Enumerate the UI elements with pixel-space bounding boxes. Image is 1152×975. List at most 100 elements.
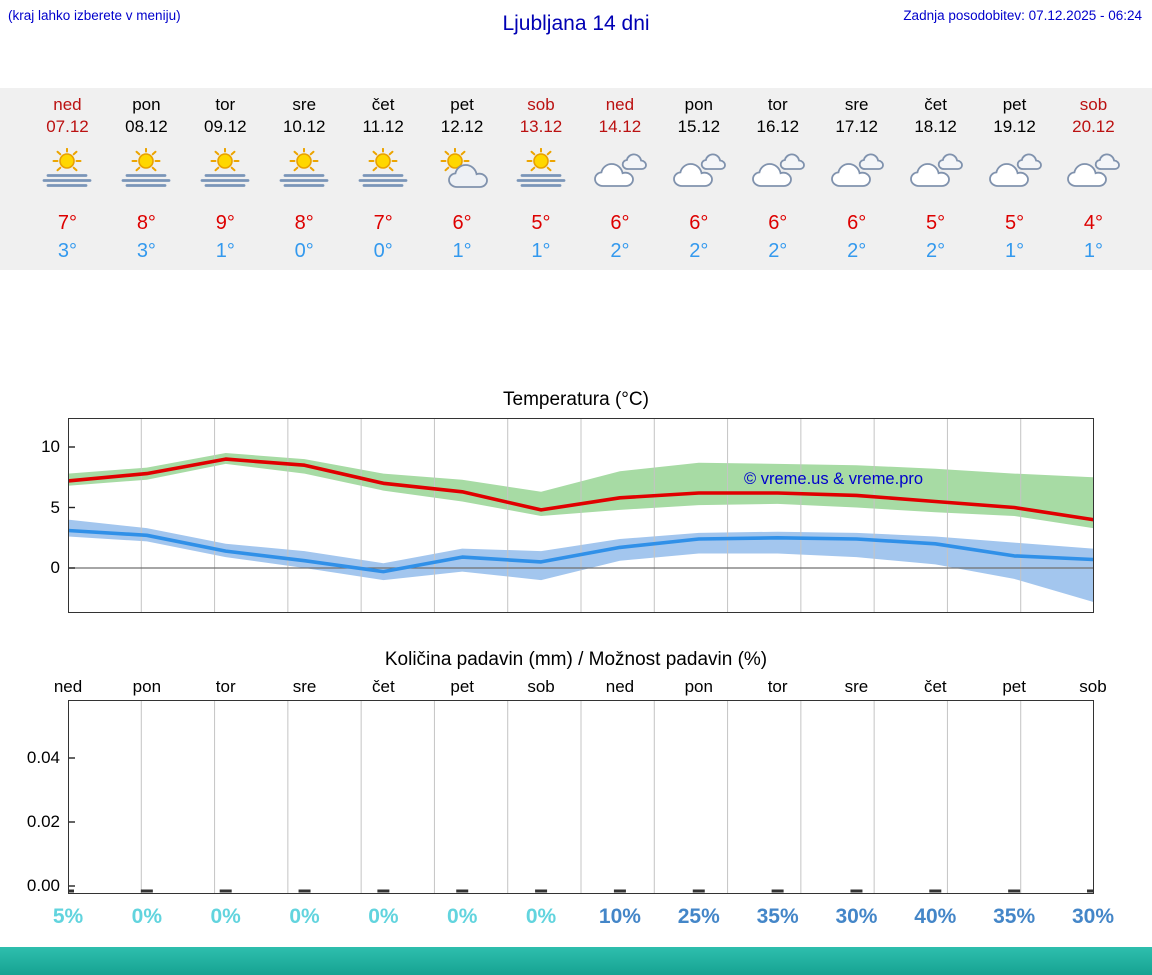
precip-day-label: čet	[372, 677, 395, 696]
forecast-strip: ned 07.12 7° 3° pon 08.12 8° 3° tor 09.12 9° 1° sre 1…	[0, 88, 1152, 270]
min-temp-line	[68, 528, 1094, 574]
day-column: sre 10.12 8° 0°	[265, 94, 344, 270]
precip-bar	[140, 889, 153, 893]
day-high-temp: 5°	[926, 212, 946, 234]
day-name: ned	[53, 95, 82, 114]
precip-bar	[377, 889, 390, 893]
day-high-temp: 6°	[768, 212, 788, 234]
day-high-temp: 8°	[294, 212, 314, 234]
precip-probability: 10%	[598, 905, 641, 928]
day-low-temp: 1°	[452, 240, 472, 262]
precip-bar	[535, 889, 548, 893]
day-name: tor	[215, 95, 236, 114]
precip-bar	[1087, 889, 1094, 893]
menu-hint: (kraj lahko izberete v meniju)	[8, 8, 181, 23]
precip-bar	[850, 889, 863, 893]
precip-bar	[692, 889, 705, 893]
precip-day-label: sob	[1079, 677, 1107, 696]
day-high-temp: 7°	[57, 212, 78, 234]
precip-bar	[68, 889, 74, 893]
precip-probability: 0%	[131, 905, 163, 928]
day-column: ned 14.12 6° 2°	[580, 94, 659, 270]
max-temp-line	[68, 457, 1094, 522]
day-name: čet	[924, 95, 947, 114]
day-date: 11.12	[362, 117, 404, 136]
day-date: 13.12	[519, 117, 563, 136]
day-low-temp: 2°	[610, 240, 630, 262]
temperature-chart: © vreme.us & vreme.pro	[68, 418, 1094, 613]
day-name: sob	[527, 95, 555, 114]
day-column: čet 18.12 5° 2°	[896, 94, 975, 270]
precip-day-label: čet	[923, 677, 947, 696]
day-low-temp: 2°	[689, 240, 709, 262]
precip-probability: 30%	[1071, 905, 1115, 928]
day-high-temp: 8°	[136, 212, 156, 234]
precip-day-label: ned	[605, 677, 635, 696]
day-high-temp: 4°	[1083, 212, 1103, 234]
sun-fog-icon	[275, 148, 333, 190]
sun-fog-icon	[196, 148, 254, 190]
clouds-icon	[907, 148, 965, 190]
day-name: tor	[767, 95, 788, 114]
precip-day-label: sre	[844, 677, 869, 696]
day-date: 15.12	[677, 117, 721, 136]
day-name: sre	[844, 95, 869, 114]
day-low-temp: 3°	[57, 240, 78, 262]
precip-day-label: sob	[527, 677, 555, 696]
precip-day-label: tor	[767, 677, 788, 696]
day-column: pon 15.12 6° 2°	[659, 94, 738, 270]
day-high-temp: 5°	[1004, 212, 1025, 234]
day-name: ned	[605, 95, 635, 114]
precip-probability: 0%	[289, 905, 320, 928]
sun-cloud-icon	[433, 148, 491, 190]
day-column: tor 16.12 6° 2°	[738, 94, 817, 270]
day-high-temp: 6°	[610, 212, 630, 234]
day-high-temp: 6°	[452, 212, 472, 234]
day-low-temp: 0°	[373, 240, 393, 262]
day-column: pet 19.12 5° 1°	[975, 94, 1054, 270]
temperature-chart-title: Temperatura (°C)	[503, 389, 649, 410]
precip-probability: 0%	[368, 905, 399, 928]
temp-y-tick-label: 0	[50, 558, 60, 577]
precip-probability: 5%	[52, 905, 84, 928]
day-column: sre 17.12 6° 2°	[817, 94, 896, 270]
clouds-icon	[1064, 148, 1122, 190]
day-column: čet 11.12 7° 0°	[344, 94, 423, 270]
precip-probability: 40%	[914, 905, 957, 928]
precip-probability: 35%	[756, 905, 799, 928]
sun-fog-icon	[117, 148, 175, 190]
day-low-temp: 2°	[768, 240, 788, 262]
day-high-temp: 7°	[373, 212, 393, 234]
temp-y-tick-label: 10	[41, 437, 60, 456]
day-name: pon	[132, 95, 161, 114]
day-high-temp: 9°	[215, 212, 235, 234]
day-date: 12.12	[440, 117, 484, 136]
day-low-temp: 1°	[1004, 240, 1025, 262]
clouds-icon	[986, 148, 1044, 190]
day-low-temp: 1°	[531, 240, 551, 262]
day-date: 10.12	[282, 117, 326, 136]
last-update: Zadnja posodobitev: 07.12.2025 - 06:24	[903, 8, 1142, 23]
precip-bar	[456, 889, 469, 893]
precip-day-label: tor	[215, 677, 236, 696]
day-low-temp: 3°	[136, 240, 156, 262]
precip-probability: 25%	[677, 905, 720, 928]
day-column: pet 12.12 6° 1°	[423, 94, 502, 270]
day-high-temp: 6°	[689, 212, 709, 234]
footer-bar	[0, 947, 1152, 975]
day-name: sob	[1079, 95, 1108, 114]
day-high-temp: 5°	[531, 212, 551, 234]
precipitation-chart	[68, 700, 1094, 894]
precip-day-label: pon	[684, 677, 713, 696]
sun-fog-icon	[38, 148, 96, 190]
day-low-temp: 1°	[1083, 240, 1103, 262]
day-low-temp: 2°	[847, 240, 867, 262]
day-name: pet	[450, 95, 474, 114]
precip-chart-title: Količina padavin (mm) / Možnost padavin …	[384, 649, 768, 670]
clouds-icon	[749, 148, 807, 190]
watermark-link[interactable]: © vreme.us & vreme.pro	[744, 470, 923, 488]
clouds-icon	[670, 148, 728, 190]
sun-fog-icon	[354, 148, 412, 190]
precip-day-label: sre	[292, 677, 317, 696]
day-column: sob 13.12 5° 1°	[502, 94, 581, 270]
